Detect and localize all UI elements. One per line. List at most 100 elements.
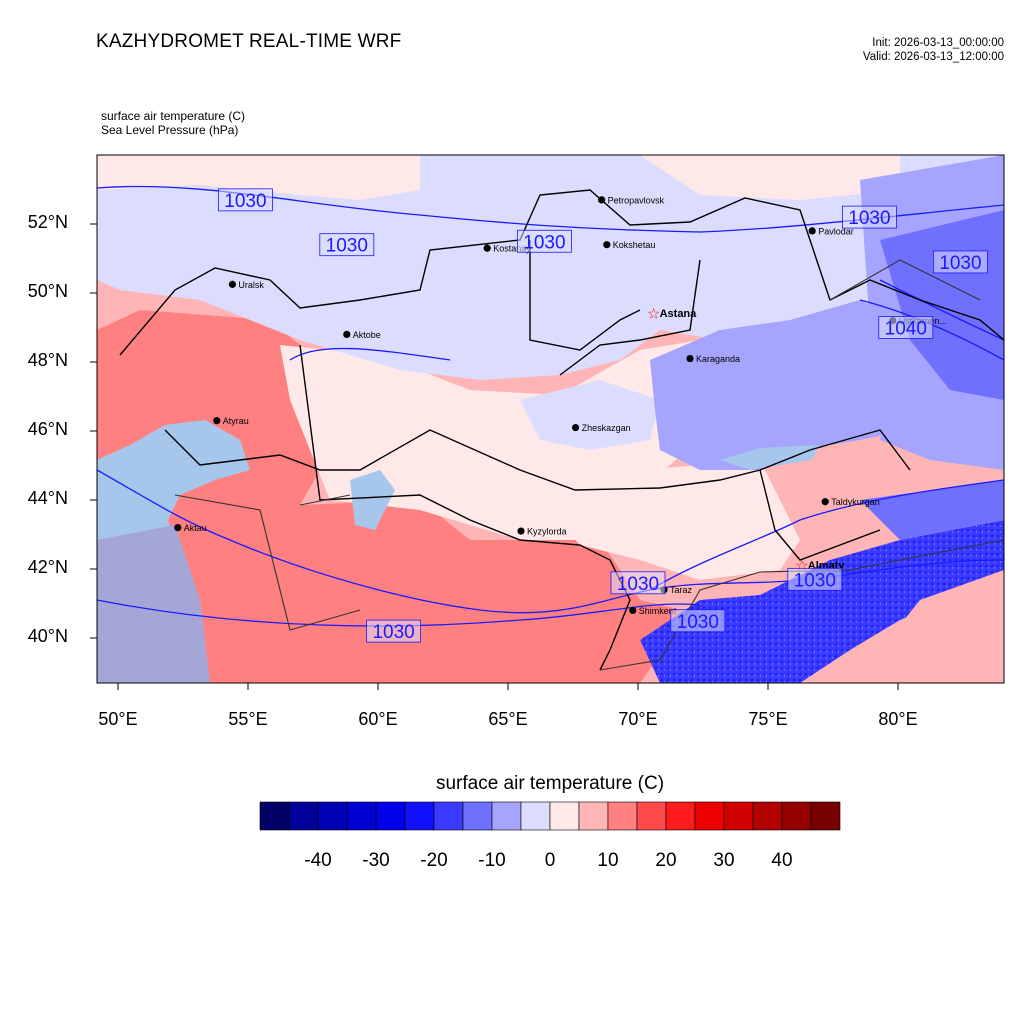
- colorbar-swatch: [259, 801, 290, 831]
- colorbar-swatch: [665, 801, 696, 831]
- colorbar-swatch: [578, 801, 609, 831]
- isobar-value: 1030: [848, 208, 890, 229]
- lat-label: 50°N: [27, 281, 68, 301]
- city-label: Taraz: [670, 585, 693, 595]
- city-label: Shimkent: [639, 606, 677, 616]
- city-label: Kyzylorda: [527, 527, 567, 537]
- city-label: Zheskazgan: [582, 423, 631, 433]
- city-label: Kostanay: [493, 244, 531, 254]
- colorbar-swatch: [781, 801, 812, 831]
- colorbar-swatch: [491, 801, 522, 831]
- lat-label: 42°N: [27, 557, 68, 577]
- city-atyrau: Atyrau: [213, 416, 249, 426]
- colorbar-label: -20: [420, 850, 448, 871]
- colorbar-label: 30: [713, 850, 735, 871]
- colorbar: [259, 801, 841, 831]
- city-dot-icon: [603, 241, 611, 249]
- temperature-field-label: surface air temperature (C): [101, 109, 246, 123]
- isobar-value: 1030: [677, 612, 719, 633]
- colorbar-swatch: [636, 801, 667, 831]
- colorbar-label: 10: [597, 850, 619, 871]
- lat-label: 40°N: [27, 626, 68, 646]
- colorbar-swatch: [346, 801, 377, 831]
- city-label: Atyrau: [223, 416, 249, 426]
- colorbar-swatch: [288, 801, 319, 831]
- city-kokshetau: Kokshetau: [603, 240, 655, 250]
- city-shimkent: Shimkent: [629, 606, 677, 616]
- city-kostanay: Kostanay: [483, 244, 531, 254]
- lat-label: 48°N: [27, 350, 68, 370]
- lon-label: 65°E: [488, 709, 528, 729]
- city-dot-icon: [598, 196, 606, 204]
- isobar-label: 1040: [878, 316, 934, 340]
- run-info: Init: 2026-03-13_00:00:00 Valid: 2026-03…: [863, 36, 1004, 64]
- temperature-shading-cold: [650, 300, 920, 470]
- isobar-value: 1030: [224, 191, 266, 212]
- city-label: Petropavlovsk: [608, 195, 665, 205]
- city-petropavlovsk: Petropavlovsk: [598, 195, 665, 205]
- colorbar-title: surface air temperature (C): [435, 773, 665, 794]
- city-label: Astana: [660, 308, 698, 320]
- colorbar-swatch: [520, 801, 551, 831]
- isobar-label: 1030: [217, 188, 273, 212]
- colorbar-label: -10: [478, 850, 506, 871]
- country-borders: [119, 189, 1004, 671]
- isobar-value: 1040: [885, 319, 927, 340]
- city-label: Pavlodar: [818, 226, 854, 236]
- map-field: [97, 155, 1004, 683]
- lon-ticks: [117, 683, 899, 690]
- isobar-value: 1030: [939, 253, 981, 274]
- lat-label: 52°N: [27, 212, 68, 232]
- lon-label: 70°E: [618, 709, 658, 729]
- isobar-label: 1030: [517, 229, 572, 253]
- city-dot-icon: [821, 498, 829, 506]
- colorbar-swatch: [317, 801, 348, 831]
- colorbar-swatch: [607, 801, 638, 831]
- city-dot-icon: [629, 606, 637, 615]
- lon-label: 60°E: [358, 709, 398, 729]
- city-uralsk: Uralsk: [228, 280, 264, 290]
- isobar-label: 1030: [319, 233, 375, 257]
- city-dot-icon: [572, 423, 580, 432]
- city-label: Aktau: [184, 523, 207, 533]
- city-pavlodar: Pavlodar: [808, 226, 854, 236]
- colorbar-label: 20: [655, 850, 677, 871]
- colorbar-swatch: [404, 801, 435, 831]
- lon-label: 80°E: [878, 709, 918, 729]
- lat-ticks: [90, 223, 97, 639]
- lat-label: 44°N: [27, 488, 68, 508]
- city-label: Uralsk: [238, 280, 264, 290]
- colorbar-swatch: [694, 801, 725, 831]
- map-frame: [96, 154, 1005, 684]
- city-aktobe: Aktobe: [343, 330, 381, 340]
- pressure-field-label: Sea Level Pressure (hPa): [101, 123, 239, 137]
- lake-balkhash: [720, 445, 820, 470]
- colorbar-swatch: [433, 801, 464, 831]
- map-title: KAZHYDROMET REAL-TIME WRF: [96, 31, 402, 52]
- colorbar-swatch: [752, 801, 783, 831]
- capital-star-icon: ☆: [647, 306, 660, 323]
- colorbar-label: 40: [771, 850, 793, 871]
- city-astana: ☆ Astana: [647, 306, 697, 323]
- city-dot-icon: [808, 227, 816, 235]
- city-dot-icon: [686, 354, 694, 363]
- city-aktau: Aktau: [174, 523, 207, 533]
- isobar-labels: 1030 1030 1030 1030 1030 1040 1030 1030 1030 1030: [217, 188, 988, 643]
- city-label: Aktobe: [353, 330, 381, 340]
- city-zheskazgan: Zheskazgan: [572, 423, 631, 433]
- isobar-label: 1030: [842, 205, 897, 229]
- isobar-label: 1030: [670, 609, 726, 633]
- lon-label: 75°E: [748, 709, 788, 729]
- isobar-value: 1030: [372, 622, 414, 643]
- city-dot-icon: [228, 280, 236, 288]
- colorbar-swatch: [549, 801, 580, 831]
- colorbar-swatch: [375, 801, 406, 831]
- city-taldykurgan: Taldykurgan: [821, 497, 880, 507]
- isobar-value: 1030: [326, 236, 368, 257]
- city-label: Karaganda: [696, 354, 740, 364]
- isobar-label: 1030: [366, 619, 422, 643]
- field-labels: surface air temperature (C) Sea Level Pr…: [101, 109, 245, 137]
- colorbar-label: -30: [362, 850, 390, 871]
- city-label: Taldykurgan: [831, 497, 880, 507]
